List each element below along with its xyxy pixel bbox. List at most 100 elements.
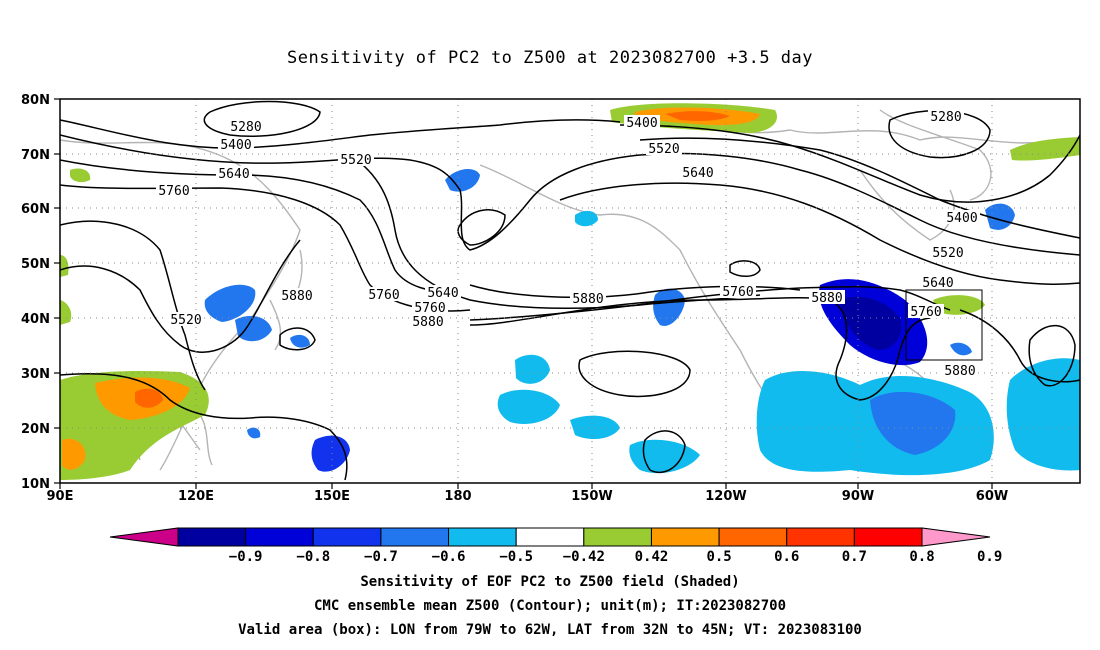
- contour-label-bg: [410, 314, 446, 328]
- contour-label: 5880: [811, 291, 842, 306]
- caption-contour: CMC ensemble mean Z500 (Contour); unit(m…: [313, 598, 786, 614]
- contour-label: 5880: [281, 289, 312, 304]
- contour-label: 5640: [922, 276, 953, 291]
- negative-patch-aleutian: [575, 210, 598, 227]
- colorbar-label: −0.7: [364, 549, 398, 565]
- colorbar-label: 0.7: [842, 549, 867, 565]
- contour-label-bg: [228, 119, 264, 133]
- contour-5400-b: [619, 124, 1080, 203]
- contour-5520-c: [639, 137, 1080, 239]
- contour-label-bg: [218, 137, 254, 151]
- negative-patch-se-us-core: [840, 296, 902, 350]
- contour-5880-closed-subtrop: [578, 350, 691, 398]
- colorbar-label: −0.42: [563, 549, 605, 565]
- colorbar-segment: [786, 527, 855, 547]
- negative-patch-atlantic-small: [950, 203, 1015, 356]
- positive-patch-sw-asia-red: [135, 388, 163, 408]
- negative-patch-atlantic-east: [1006, 358, 1080, 471]
- contour-label-bg: [809, 290, 845, 304]
- contour-5880-closed-atl: [1028, 324, 1076, 387]
- contour-label-bg: [920, 275, 956, 289]
- colorbar-segment: [380, 527, 450, 547]
- contour-label-bg: [930, 245, 966, 259]
- lat-tick-label: 30N: [21, 367, 50, 382]
- colorbar-lower-extension: [109, 527, 179, 547]
- colorbar-label: 0.42: [635, 549, 669, 565]
- contour-label-bg: [680, 165, 716, 179]
- latitude-axis: 80N 70N 60N 50N 40N 30N 20N 10N: [21, 93, 60, 492]
- contour-label-bg: [944, 210, 980, 224]
- contour-label-bg: [412, 300, 448, 314]
- z500-contours: [60, 100, 1080, 481]
- lon-tick-label: 150E: [314, 489, 350, 504]
- contour-label-bg: [216, 166, 252, 180]
- lon-tick-label: 180: [444, 489, 471, 504]
- colorbar-label: 0.9: [977, 549, 1002, 565]
- contour-label-bg: [425, 285, 461, 299]
- valid-area-box: [905, 289, 983, 361]
- negative-patch-tropics-1: [497, 354, 560, 425]
- colorbar-segment: [718, 527, 788, 547]
- contour-label: 5880: [412, 315, 443, 330]
- contour-5880-a: [60, 220, 206, 391]
- colorbar-label: −0.9: [229, 549, 263, 565]
- colorbar-label: 0.8: [909, 549, 934, 565]
- lat-tick-label: 10N: [21, 477, 50, 492]
- coastline-alaska: [479, 164, 681, 251]
- caption-valid-area: Valid area (box): LON from 79W to 62W, L…: [238, 622, 862, 638]
- negative-patch-bering: [445, 168, 480, 192]
- lon-tick-label: 60W: [976, 489, 1008, 504]
- contour-label-bg: [279, 288, 315, 302]
- contour-label-bg: [908, 304, 944, 318]
- colorbar-label: 0.6: [774, 549, 799, 565]
- colorbar-segment: [515, 527, 585, 547]
- contour-5760-closed-low: [457, 209, 506, 246]
- contour-5880-closed-pac: [279, 327, 316, 351]
- contour-5640-a: [60, 159, 461, 292]
- contour-label: 5880: [572, 292, 603, 307]
- contour-label: 5280: [230, 120, 261, 135]
- negative-patch-gulf: [756, 370, 994, 476]
- contour-5520-b: [349, 154, 761, 310]
- lon-tick-label: 120E: [178, 489, 214, 504]
- colorbar-segment: [853, 527, 923, 547]
- lat-tick-label: 70N: [21, 148, 50, 163]
- contour-label: 5760: [910, 305, 941, 320]
- positive-patch-west-edge: [60, 168, 91, 325]
- contour-label-bg: [156, 183, 192, 197]
- negative-patch-tropics-2: [570, 415, 700, 474]
- contour-label: 5760: [368, 288, 399, 303]
- contour-label: 5400: [946, 211, 977, 226]
- contour-5880-closed-wtrop: [642, 430, 686, 474]
- contour-label: 5520: [932, 246, 963, 261]
- colorbar-segment: [583, 527, 652, 547]
- lat-tick-label: 40N: [21, 312, 50, 327]
- map-title: Sensitivity of PC2 to Z500 at 2023082700…: [286, 48, 813, 68]
- contour-label: 5880: [944, 364, 975, 379]
- lon-tick-label: 90E: [47, 489, 74, 504]
- contour-label: 5520: [170, 313, 201, 328]
- contour-label: 5760: [158, 184, 189, 199]
- negative-patch-npac: [653, 288, 685, 326]
- contour-5880-east: [959, 309, 1080, 383]
- contour-5640-c: [559, 182, 1080, 285]
- contour-label: 5400: [220, 138, 251, 153]
- colorbar-segment: [245, 527, 314, 547]
- colorbar-segment: [177, 527, 247, 547]
- contour-5880-b: [60, 372, 348, 481]
- lat-tick-label: 60N: [21, 202, 50, 217]
- colorbar-upper-extension: [921, 527, 991, 547]
- contour-label-layer: 5280540055205640576058805520564057605880…: [156, 109, 980, 379]
- contour-label: 5640: [427, 286, 458, 301]
- longitude-axis: 90E 120E 150E 180 150W 120W 90W 60W: [47, 483, 1008, 504]
- positive-patch-atlantic: [933, 295, 985, 315]
- positive-patch-arctic-peak: [665, 111, 730, 121]
- contour-label: 5640: [682, 166, 713, 181]
- contour-label: 5520: [648, 142, 679, 157]
- lat-tick-label: 50N: [21, 257, 50, 272]
- lon-tick-label: 90W: [842, 489, 874, 504]
- negative-patch-gulf-inner: [870, 391, 956, 455]
- contour-label: 5760: [414, 301, 445, 316]
- sensitivity-shading: [60, 103, 1080, 480]
- colorbar-label: −0.8: [296, 549, 330, 565]
